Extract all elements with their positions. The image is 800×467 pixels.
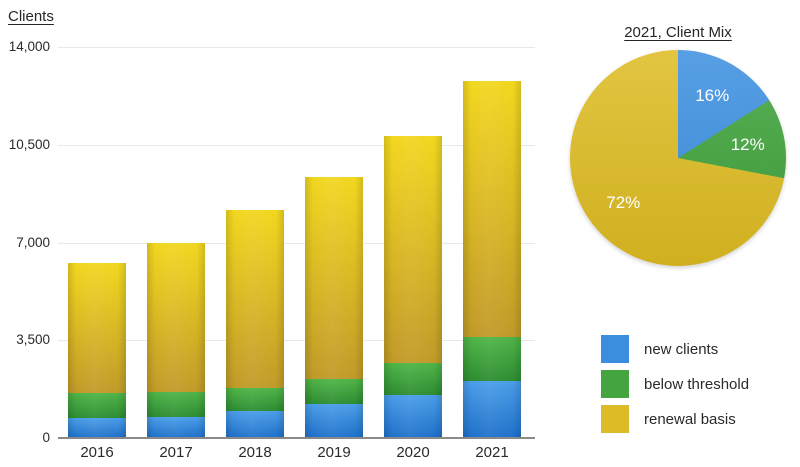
y-tick-label: 0 bbox=[42, 430, 50, 445]
legend-label: below threshold bbox=[644, 375, 750, 393]
bar-2020 bbox=[384, 136, 442, 438]
bar-2020-segment-new-clients bbox=[384, 394, 442, 438]
legend-label: new clients bbox=[644, 340, 719, 358]
y-tick-label: 14,000 bbox=[8, 39, 50, 54]
gridline bbox=[58, 144, 535, 146]
legend-swatch-renewal-basis bbox=[601, 405, 629, 433]
bar-2021-segment-new-clients bbox=[463, 380, 521, 438]
legend-item-renewal-basis: renewal basis bbox=[601, 405, 736, 433]
bar-2019-segment-below-threshold bbox=[305, 379, 363, 405]
legend-item-below-threshold: below threshold bbox=[601, 370, 749, 398]
gridline bbox=[58, 47, 535, 48]
bar-2021-segment-below-threshold bbox=[463, 337, 521, 381]
bar-2018 bbox=[226, 210, 284, 438]
bar-2017-segment-renewal-basis bbox=[147, 242, 205, 392]
x-tick-label-2018: 2018 bbox=[238, 444, 272, 461]
bar-2019-segment-new-clients bbox=[305, 404, 363, 438]
x-tick-label-2019: 2019 bbox=[317, 444, 351, 461]
bar-2018-segment-below-threshold bbox=[226, 387, 284, 412]
legend-item-new-clients: new clients bbox=[601, 335, 718, 363]
client-mix-pie: 16% 12% 72% bbox=[570, 50, 786, 266]
x-tick-label-2020: 2020 bbox=[396, 444, 430, 461]
pie-label-below-threshold: 12% bbox=[730, 134, 765, 154]
bar-2016-segment-renewal-basis bbox=[68, 263, 126, 394]
y-tick-label: 3,500 bbox=[16, 332, 50, 348]
x-tick-label-2016: 2016 bbox=[80, 444, 114, 461]
legend-swatch-new-clients bbox=[601, 335, 629, 363]
bar-2016-segment-below-threshold bbox=[68, 393, 126, 419]
x-tick-label-2021: 2021 bbox=[475, 444, 509, 461]
bar-2019 bbox=[305, 176, 363, 438]
bar-2017-segment-new-clients bbox=[147, 417, 205, 438]
bar-2018-segment-new-clients bbox=[226, 411, 284, 438]
bar-2018-segment-renewal-basis bbox=[226, 210, 284, 388]
bar-2016-segment-new-clients bbox=[68, 418, 126, 438]
pie-label-new-clients: 16% bbox=[695, 85, 730, 105]
bar-2021 bbox=[463, 80, 521, 438]
bar-2020-segment-renewal-basis bbox=[384, 136, 442, 363]
y-tick-label: 7,000 bbox=[16, 234, 50, 250]
legend-label: renewal basis bbox=[644, 410, 736, 428]
bar-2017-segment-below-threshold bbox=[147, 391, 205, 418]
bar-2016 bbox=[68, 263, 126, 438]
bar-2021-segment-renewal-basis bbox=[463, 80, 521, 338]
pie-label-renewal-basis: 72% bbox=[606, 193, 641, 213]
bar-2019-segment-renewal-basis bbox=[305, 176, 363, 380]
legend-swatch-below-threshold bbox=[601, 370, 629, 398]
x-axis-line bbox=[58, 437, 535, 439]
gridline bbox=[58, 340, 535, 342]
x-tick-label-2017: 2017 bbox=[159, 444, 193, 461]
pie-chart-title: 2021, Client Mix bbox=[624, 24, 732, 41]
bar-chart-title: Clients bbox=[8, 8, 54, 25]
bar-2017 bbox=[147, 242, 205, 439]
gridline bbox=[58, 242, 535, 244]
bar-2020-segment-below-threshold bbox=[384, 362, 442, 395]
y-tick-label: 10,500 bbox=[8, 136, 50, 152]
